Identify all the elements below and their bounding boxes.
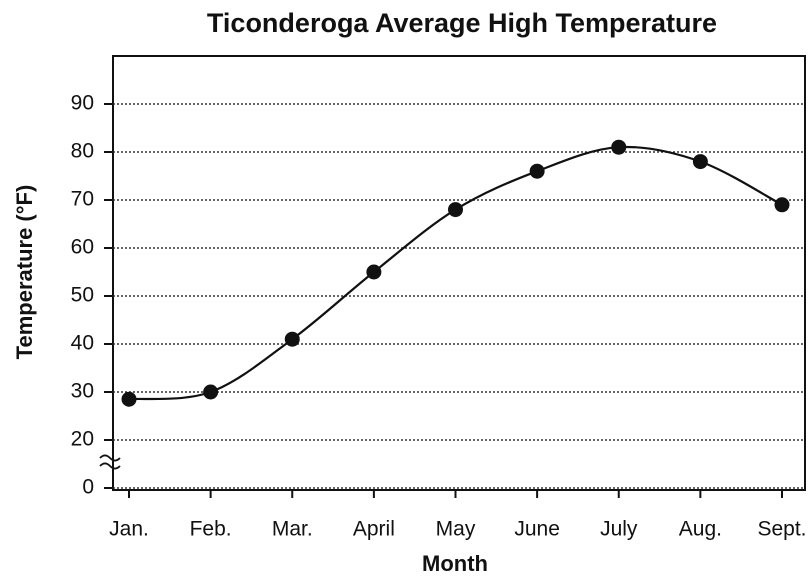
plot-frame <box>112 55 806 491</box>
x-tick-label: April <box>353 518 395 541</box>
x-tick-label: Mar. <box>272 518 313 541</box>
plot-area: 0 20 30 40 50 60 70 80 90 Jan. Feb. Mar. April May Jun… <box>71 92 807 541</box>
y-tick-label: 20 <box>71 428 94 451</box>
y-tick-label: 60 <box>71 236 94 259</box>
y-tick-label: 80 <box>71 140 94 163</box>
x-axis-title: Month <box>422 551 488 576</box>
y-tick-label: 90 <box>71 92 94 115</box>
y-tick-label: 50 <box>71 284 94 307</box>
point <box>529 163 545 179</box>
x-tick-label: Feb. <box>190 518 232 541</box>
y-tick-label: 70 <box>71 188 94 211</box>
x-tick-label: July <box>600 518 638 541</box>
point <box>692 154 708 170</box>
point <box>611 139 627 155</box>
point <box>774 197 790 213</box>
y-tick-label: 0 <box>82 476 94 499</box>
axis-break <box>99 454 121 470</box>
x-tick-label: May <box>436 518 476 541</box>
x-tick-label: June <box>514 518 560 541</box>
x-tick-label: Sept. <box>757 518 806 541</box>
line <box>128 145 783 401</box>
x-tick-label: Aug. <box>679 518 722 541</box>
point <box>366 264 382 280</box>
point <box>448 202 463 218</box>
point <box>121 391 137 407</box>
x-tick-label: Jan. <box>109 518 149 541</box>
y-axis-title: Temperature (°F) <box>12 185 37 360</box>
y-tick-label: 30 <box>71 380 94 403</box>
point <box>203 384 219 400</box>
y-tick-label: 40 <box>71 332 94 355</box>
chart-title: Ticonderoga Average High Temperature <box>207 8 717 38</box>
point <box>284 331 300 347</box>
